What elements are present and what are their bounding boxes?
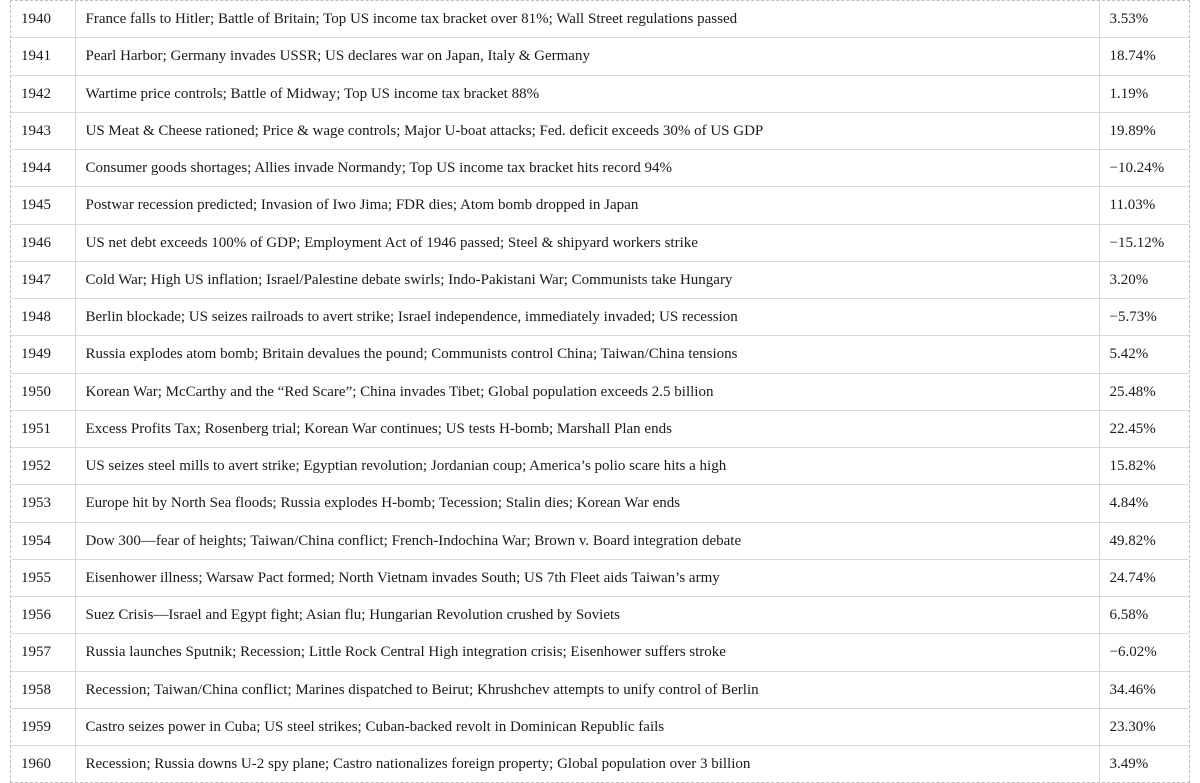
events-cell: Dow 300—fear of heights; Taiwan/China co… [75, 522, 1099, 559]
events-cell: Eisenhower illness; Warsaw Pact formed; … [75, 559, 1099, 596]
events-cell: Korean War; McCarthy and the “Red Scare”… [75, 373, 1099, 410]
table-row: 1940France falls to Hitler; Battle of Br… [11, 1, 1189, 38]
year-cell: 1957 [11, 634, 75, 671]
table-row: 1952US seizes steel mills to avert strik… [11, 448, 1189, 485]
table-row: 1949Russia explodes atom bomb; Britain d… [11, 336, 1189, 373]
return-cell: 24.74% [1099, 559, 1189, 596]
year-cell: 1950 [11, 373, 75, 410]
year-cell: 1958 [11, 671, 75, 708]
table-row: 1946US net debt exceeds 100% of GDP; Emp… [11, 224, 1189, 261]
year-cell: 1948 [11, 299, 75, 336]
year-cell: 1944 [11, 150, 75, 187]
year-cell: 1946 [11, 224, 75, 261]
table-row: 1958Recession; Taiwan/China conflict; Ma… [11, 671, 1189, 708]
events-cell: Castro seizes power in Cuba; US steel st… [75, 708, 1099, 745]
return-cell: 6.58% [1099, 597, 1189, 634]
events-cell: Cold War; High US inflation; Israel/Pale… [75, 261, 1099, 298]
return-cell: 4.84% [1099, 485, 1189, 522]
events-cell: Berlin blockade; US seizes railroads to … [75, 299, 1099, 336]
table-row: 1945Postwar recession predicted; Invasio… [11, 187, 1189, 224]
year-cell: 1949 [11, 336, 75, 373]
return-cell: 1.19% [1099, 75, 1189, 112]
table-row: 1954Dow 300—fear of heights; Taiwan/Chin… [11, 522, 1189, 559]
return-cell: −5.73% [1099, 299, 1189, 336]
year-cell: 1952 [11, 448, 75, 485]
return-cell: −6.02% [1099, 634, 1189, 671]
year-cell: 1955 [11, 559, 75, 596]
events-cell: Excess Profits Tax; Rosenberg trial; Kor… [75, 410, 1099, 447]
table-row: 1951Excess Profits Tax; Rosenberg trial;… [11, 410, 1189, 447]
table-row: 1942Wartime price controls; Battle of Mi… [11, 75, 1189, 112]
year-cell: 1956 [11, 597, 75, 634]
table-row: 1956Suez Crisis—Israel and Egypt fight; … [11, 597, 1189, 634]
return-cell: 3.49% [1099, 746, 1189, 783]
history-table: 1940France falls to Hitler; Battle of Br… [11, 1, 1189, 782]
events-cell: Recession; Taiwan/China conflict; Marine… [75, 671, 1099, 708]
table-row: 1959Castro seizes power in Cuba; US stee… [11, 708, 1189, 745]
return-cell: 34.46% [1099, 671, 1189, 708]
table-row: 1947Cold War; High US inflation; Israel/… [11, 261, 1189, 298]
return-cell: 15.82% [1099, 448, 1189, 485]
year-cell: 1941 [11, 38, 75, 75]
table-row: 1948Berlin blockade; US seizes railroads… [11, 299, 1189, 336]
table-row: 1957Russia launches Sputnik; Recession; … [11, 634, 1189, 671]
events-cell: Consumer goods shortages; Allies invade … [75, 150, 1099, 187]
year-cell: 1943 [11, 112, 75, 149]
return-cell: 11.03% [1099, 187, 1189, 224]
return-cell: 23.30% [1099, 708, 1189, 745]
return-cell: 5.42% [1099, 336, 1189, 373]
return-cell: 18.74% [1099, 38, 1189, 75]
history-table-container: 1940France falls to Hitler; Battle of Br… [10, 0, 1190, 783]
events-cell: Pearl Harbor; Germany invades USSR; US d… [75, 38, 1099, 75]
table-row: 1955Eisenhower illness; Warsaw Pact form… [11, 559, 1189, 596]
return-cell: 3.53% [1099, 1, 1189, 38]
events-cell: US seizes steel mills to avert strike; E… [75, 448, 1099, 485]
table-row: 1960Recession; Russia downs U-2 spy plan… [11, 746, 1189, 783]
events-cell: Europe hit by North Sea floods; Russia e… [75, 485, 1099, 522]
return-cell: 49.82% [1099, 522, 1189, 559]
events-cell: Russia explodes atom bomb; Britain deval… [75, 336, 1099, 373]
return-cell: −10.24% [1099, 150, 1189, 187]
return-cell: 22.45% [1099, 410, 1189, 447]
return-cell: 3.20% [1099, 261, 1189, 298]
events-cell: Recession; Russia downs U-2 spy plane; C… [75, 746, 1099, 783]
year-cell: 1947 [11, 261, 75, 298]
year-cell: 1940 [11, 1, 75, 38]
return-cell: 25.48% [1099, 373, 1189, 410]
return-cell: −15.12% [1099, 224, 1189, 261]
year-cell: 1954 [11, 522, 75, 559]
table-row: 1941Pearl Harbor; Germany invades USSR; … [11, 38, 1189, 75]
events-cell: Russia launches Sputnik; Recession; Litt… [75, 634, 1099, 671]
year-cell: 1953 [11, 485, 75, 522]
events-cell: US net debt exceeds 100% of GDP; Employm… [75, 224, 1099, 261]
events-cell: Suez Crisis—Israel and Egypt fight; Asia… [75, 597, 1099, 634]
year-cell: 1960 [11, 746, 75, 783]
events-cell: Wartime price controls; Battle of Midway… [75, 75, 1099, 112]
table-row: 1943US Meat & Cheese rationed; Price & w… [11, 112, 1189, 149]
table-row: 1953Europe hit by North Sea floods; Russ… [11, 485, 1189, 522]
events-cell: Postwar recession predicted; Invasion of… [75, 187, 1099, 224]
year-cell: 1951 [11, 410, 75, 447]
year-cell: 1959 [11, 708, 75, 745]
year-cell: 1945 [11, 187, 75, 224]
history-table-body: 1940France falls to Hitler; Battle of Br… [11, 1, 1189, 782]
return-cell: 19.89% [1099, 112, 1189, 149]
year-cell: 1942 [11, 75, 75, 112]
events-cell: France falls to Hitler; Battle of Britai… [75, 1, 1099, 38]
table-row: 1950Korean War; McCarthy and the “Red Sc… [11, 373, 1189, 410]
events-cell: US Meat & Cheese rationed; Price & wage … [75, 112, 1099, 149]
table-row: 1944Consumer goods shortages; Allies inv… [11, 150, 1189, 187]
